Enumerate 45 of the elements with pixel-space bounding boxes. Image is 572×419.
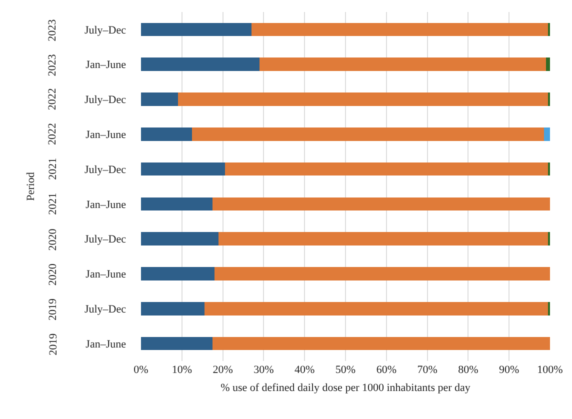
bar xyxy=(218,232,548,246)
bar xyxy=(141,336,213,350)
bar xyxy=(178,92,549,106)
bar xyxy=(141,197,213,211)
category-label: July–Dec 2020 xyxy=(47,228,126,251)
bar xyxy=(212,197,550,211)
x-tick-label: 40% xyxy=(294,364,315,376)
bar xyxy=(141,58,260,71)
text: Period xyxy=(24,172,37,201)
x-tick-label: 20% xyxy=(212,364,233,376)
bar xyxy=(546,58,550,71)
category-label: July–Dec 2019 xyxy=(47,298,126,321)
bar xyxy=(141,302,204,316)
x-tick-label: 100% xyxy=(537,364,563,376)
category-label: Jan–June 2019 xyxy=(47,333,126,356)
category-label: Jan–June 2023 xyxy=(46,54,126,76)
x-tick-label: 30% xyxy=(254,364,274,376)
bar xyxy=(204,302,548,316)
bar xyxy=(141,128,192,141)
category-label: July–Dec 2022 xyxy=(46,88,126,110)
bar xyxy=(260,58,546,71)
x-tick-label: 80% xyxy=(458,364,478,376)
x-tick-label: 0% xyxy=(134,364,148,376)
bar xyxy=(192,128,544,141)
x-tick-label: 90% xyxy=(499,364,520,376)
bar xyxy=(141,162,225,176)
bar xyxy=(141,22,252,36)
bar xyxy=(141,232,219,246)
bar xyxy=(251,22,548,36)
category-label: Jan–June 2022 xyxy=(46,123,126,146)
x-axis-title: % use of defined daily dose per 1000 inhabitants per day xyxy=(220,382,471,394)
x-tick-label: 10% xyxy=(172,364,192,376)
x-tick-label: 50% xyxy=(335,364,356,376)
bar xyxy=(224,162,548,176)
bar xyxy=(141,267,215,280)
category-label: July–Dec 2023 xyxy=(46,19,126,42)
category-label: July–Dec 2021 xyxy=(46,158,126,180)
bar xyxy=(544,128,550,141)
category-label: Jan–June 2020 xyxy=(47,264,126,286)
category-label: Jan–June 2021 xyxy=(46,192,126,215)
x-tick-label: 70% xyxy=(417,364,438,376)
bar xyxy=(141,92,178,106)
bar xyxy=(214,267,550,280)
bar xyxy=(212,336,550,350)
x-tick-label: 60% xyxy=(376,364,396,376)
